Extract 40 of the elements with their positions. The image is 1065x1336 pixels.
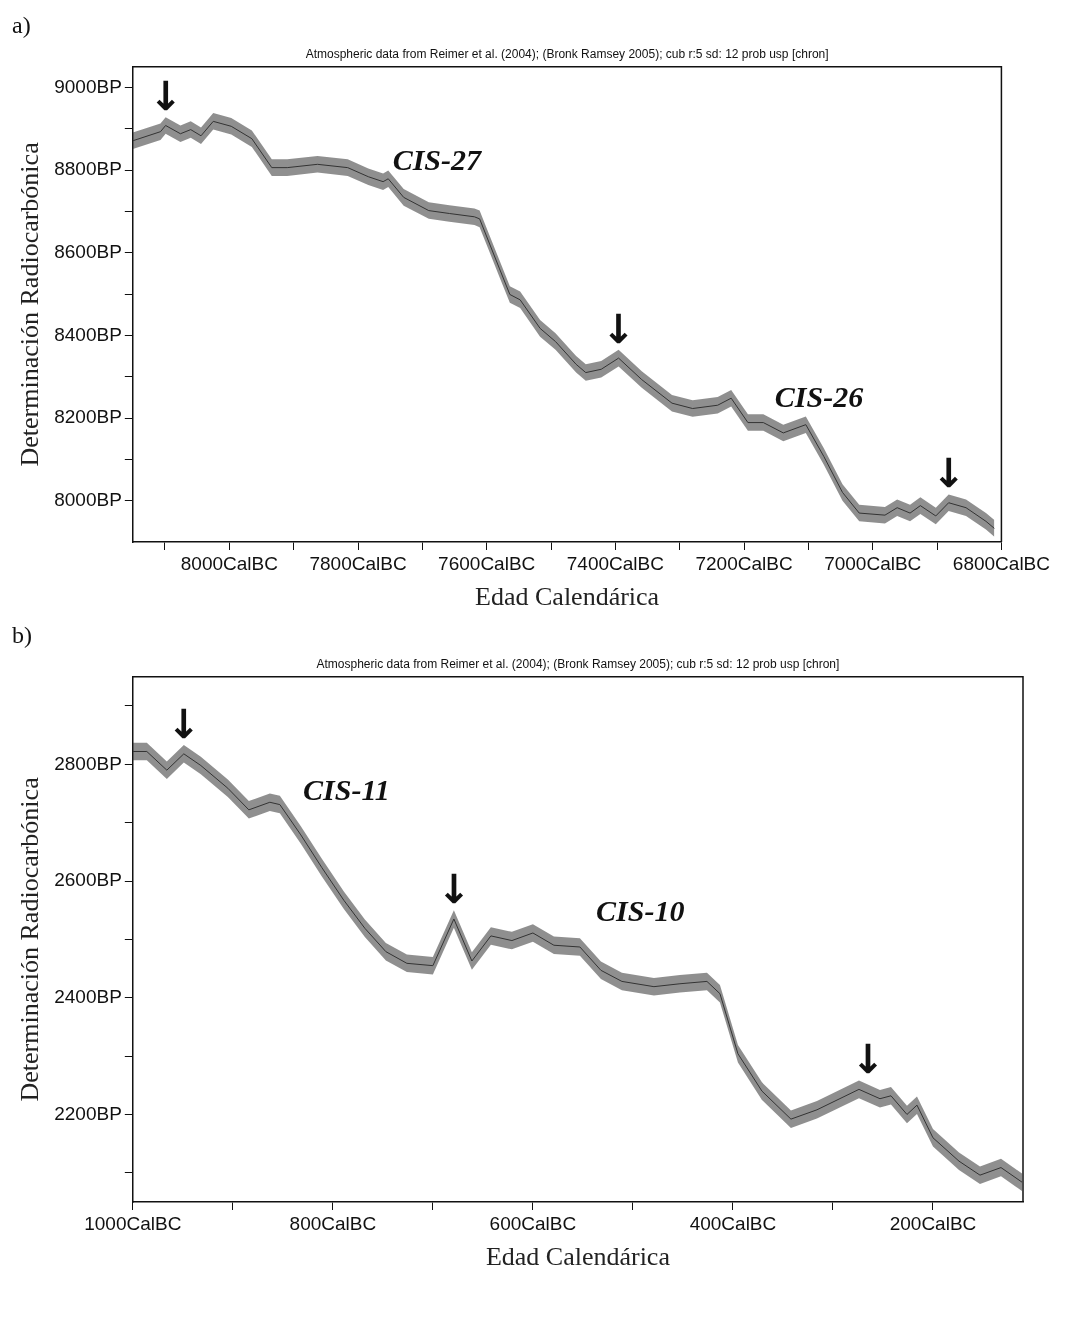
x-tick-label: 600CalBC <box>489 1212 577 1234</box>
x-tick-label: 800CalBC <box>289 1212 377 1234</box>
x-tick-label: 7400CalBC <box>566 552 664 574</box>
x-tick-label: 7600CalBC <box>438 552 536 574</box>
x-tick-label: 6800CalBC <box>952 552 1050 574</box>
annotation: ↓ <box>851 1035 885 1082</box>
text: Atmospheric data from Reimer et al. (2004); (Bronk Ramsey 2005); cub r:5 sd: 12 prob usp [chron] <box>316 657 840 672</box>
y-axis-title: Determinación Radiocarbónica <box>15 776 45 1102</box>
annotation: ↓ <box>601 305 636 352</box>
annotation: CIS-10 <box>596 893 685 927</box>
text: Atmospheric data from Reimer et al. (2004); (Bronk Ramsey 2005); cub r:5 sd: 12 prob usp [chron] <box>305 47 829 62</box>
x-axis-title: Edad Calendárica <box>485 1242 671 1272</box>
annotation: CIS-26 <box>774 380 864 414</box>
y-tick-label: 8200BP <box>54 406 122 428</box>
x-tick-label: 7000CalBC <box>824 552 922 574</box>
x-tick-label: 1000CalBC <box>84 1212 182 1234</box>
x-tick-label: 8000CalBC <box>180 552 278 574</box>
annotation: ↓ <box>167 701 201 748</box>
annotation: ↓ <box>931 450 966 497</box>
y-axis-title: Determinación Radiocarbónica <box>15 141 45 467</box>
x-tick-label: 7200CalBC <box>695 552 793 574</box>
chart-title: a) <box>12 11 31 38</box>
y-tick-label: 2200BP <box>54 1102 122 1124</box>
annotation: ↓ <box>437 866 471 913</box>
chart-title: b) <box>12 621 32 648</box>
annotation: CIS-27 <box>392 142 482 176</box>
y-tick-label: 8400BP <box>54 323 122 345</box>
y-tick-label: 9000BP <box>54 75 122 97</box>
annotation: CIS-11 <box>303 773 390 807</box>
x-axis-title: Edad Calendárica <box>475 582 660 612</box>
y-tick-label: 2800BP <box>54 752 122 774</box>
y-tick-label: 2400BP <box>54 985 122 1007</box>
y-tick-label: 2600BP <box>54 869 122 891</box>
annotation: ↓ <box>148 72 183 119</box>
y-tick-label: 8800BP <box>54 158 122 180</box>
y-tick-label: 8000BP <box>54 488 122 510</box>
x-tick-label: 400CalBC <box>689 1212 777 1234</box>
y-tick-label: 8600BP <box>54 240 122 262</box>
x-tick-label: 200CalBC <box>889 1212 977 1234</box>
x-tick-label: 7800CalBC <box>309 552 407 574</box>
